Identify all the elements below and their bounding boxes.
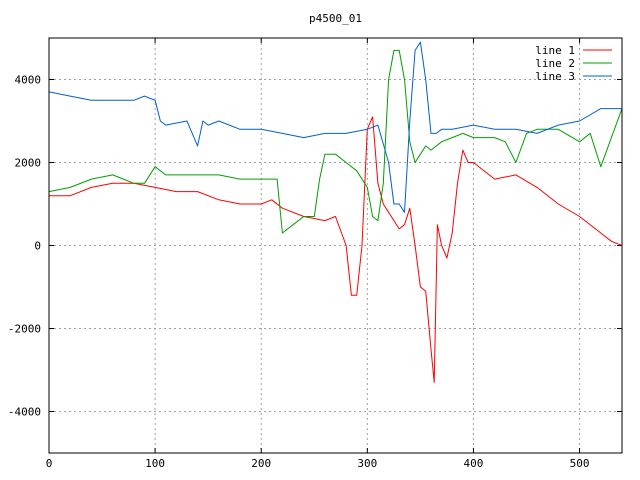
x-tick-label: 400 (464, 457, 484, 470)
legend-label-2: line 2 (535, 57, 575, 70)
axis-ticks: 0 100 200 300 400 500 -4000 -2000 0 2000 4000 (8, 38, 622, 470)
y-tick-label: -2000 (8, 323, 41, 336)
y-tick-label: -4000 (8, 406, 41, 419)
x-tick-label: 300 (357, 457, 377, 470)
legend-label-1: line 1 (535, 44, 575, 57)
series-line-3 (48, 41, 622, 213)
chart-title: p4500_01 (309, 12, 362, 25)
series-line-2 (48, 49, 623, 234)
x-tick-label: 0 (46, 457, 53, 470)
y-tick-label: 2000 (15, 157, 42, 170)
series-line-1 (49, 116, 623, 383)
y-tick-label: 4000 (15, 74, 42, 87)
x-tick-label: 200 (251, 457, 271, 470)
grid (49, 38, 622, 453)
y-tick-label: 0 (34, 240, 41, 253)
x-tick-label: 100 (145, 457, 165, 470)
plot-frame (48, 37, 623, 454)
series-group (48, 41, 623, 383)
legend-label-3: line 3 (535, 70, 575, 83)
x-tick-label: 500 (570, 457, 590, 470)
